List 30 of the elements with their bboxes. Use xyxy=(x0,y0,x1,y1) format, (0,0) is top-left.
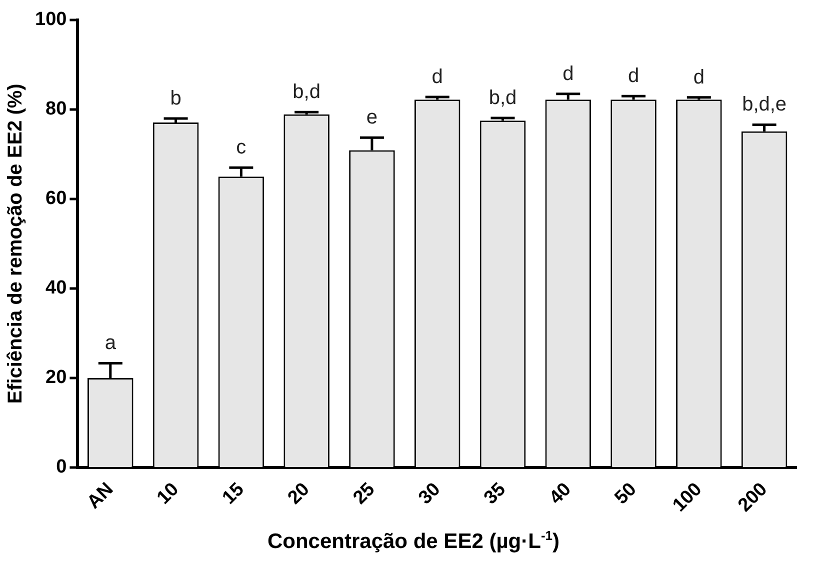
x-tick-label: 35 xyxy=(480,478,510,509)
annotation: d xyxy=(562,62,574,85)
annotation: d xyxy=(628,65,640,88)
x-tick-label: 200 xyxy=(734,478,772,516)
y-tick-label: 0 xyxy=(56,456,67,478)
x-tick-label: 10 xyxy=(153,478,184,509)
annotation: b,d xyxy=(292,81,320,104)
annotation: a xyxy=(104,332,117,354)
x-tick-label: 20 xyxy=(284,478,314,509)
annotation: b xyxy=(170,87,182,110)
annotation: e xyxy=(366,106,378,129)
annotation: b,d xyxy=(488,86,517,109)
y-tick-label: 100 xyxy=(35,9,67,30)
y-tick-label: 20 xyxy=(46,367,67,388)
y-tick-label: 80 xyxy=(46,98,67,120)
y-axis-title: Eficiência de remoção de EE2 (%) xyxy=(4,84,27,404)
annotation: d xyxy=(432,66,443,88)
y-tick-label: 60 xyxy=(46,188,67,210)
x-tick-label: 15 xyxy=(218,478,249,509)
x-tick-label: AN xyxy=(83,478,118,514)
x-tick-label: 100 xyxy=(668,478,706,516)
x-tick-label: 40 xyxy=(546,478,576,509)
x-tick-label: 30 xyxy=(414,478,445,509)
y-tick-label: 40 xyxy=(46,278,67,299)
annotation: d xyxy=(693,66,704,88)
x-axis-title: Concentração de EE2 (µg·L$^{-1}$) xyxy=(266,528,561,554)
annotation: b,d,e xyxy=(742,94,787,116)
x-tick-label: 25 xyxy=(349,478,380,509)
annotation: c xyxy=(236,136,246,159)
x-tick-label: 50 xyxy=(610,478,641,509)
